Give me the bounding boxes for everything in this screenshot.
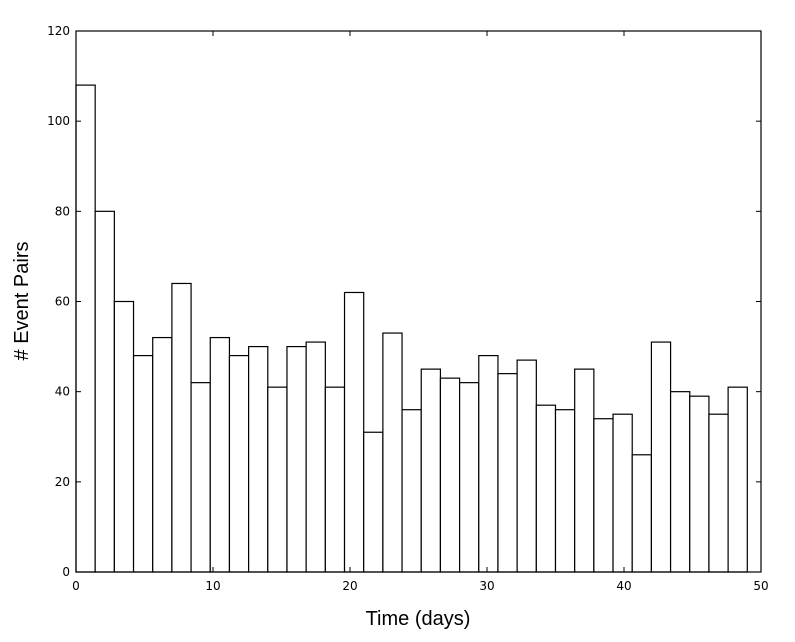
bar-28 (612, 413, 633, 573)
x-tick-label-0: 0 (72, 579, 80, 593)
bar-33 (708, 413, 729, 573)
y-tick-label-2: 40 (55, 385, 70, 399)
y-tick-label-5: 100 (47, 114, 70, 128)
bar-5 (171, 282, 192, 573)
y-tick-label-6: 120 (47, 24, 70, 38)
bar-16 (382, 332, 403, 573)
x-tick-label-5: 50 (753, 579, 768, 593)
bar-4 (152, 336, 173, 573)
bar-9 (248, 345, 269, 573)
bar-31 (669, 391, 691, 573)
bars-group (75, 84, 748, 573)
bar-19 (439, 377, 461, 573)
bar-20 (459, 382, 480, 573)
y-tick-label-1: 20 (55, 475, 70, 489)
bar-6 (190, 382, 211, 573)
bar-34 (727, 386, 748, 573)
bar-25 (554, 409, 576, 573)
x-axis-title: Time (days) (366, 608, 471, 630)
bar-27 (593, 418, 614, 573)
bar-26 (574, 368, 595, 573)
ticks-group (75, 30, 762, 573)
bar-30 (650, 341, 672, 573)
bar-32 (689, 395, 710, 573)
bar-29 (631, 454, 652, 573)
bar-7 (209, 336, 231, 573)
bar-18 (420, 368, 442, 573)
tick-labels-group: 0 10 20 30 40 50 0 20 40 60 80 100 120 (47, 24, 769, 593)
bar-11 (286, 345, 307, 573)
bar-24 (535, 404, 557, 573)
bar-2 (113, 300, 135, 573)
bar-21 (478, 355, 499, 573)
x-tick-label-1: 10 (205, 579, 220, 593)
x-tick-label-4: 40 (616, 579, 631, 593)
bar-1 (94, 210, 115, 573)
bar-17 (401, 409, 422, 573)
y-axis-title: # Event Pairs (11, 242, 33, 361)
bar-10 (267, 386, 288, 573)
bar-23 (516, 359, 537, 573)
bar-14 (343, 291, 365, 573)
bar-22 (497, 373, 518, 573)
x-tick-label-2: 20 (342, 579, 357, 593)
y-tick-label-3: 60 (55, 295, 70, 309)
y-tick-label-4: 80 (55, 204, 70, 218)
bar-13 (324, 386, 346, 573)
bar-3 (132, 355, 154, 573)
x-tick-label-3: 30 (479, 579, 494, 593)
bar-0 (75, 84, 96, 573)
bar-8 (228, 355, 250, 573)
bar-12 (305, 341, 326, 573)
y-tick-label-0: 0 (62, 565, 70, 579)
bar-15 (363, 431, 384, 573)
